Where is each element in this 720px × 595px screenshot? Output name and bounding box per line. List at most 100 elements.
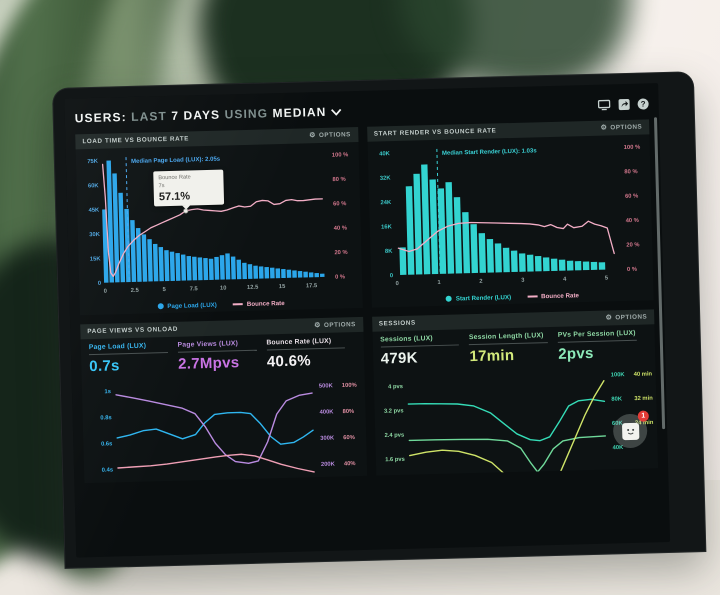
svg-text:1: 1 — [437, 280, 441, 286]
help-icon[interactable]: ? — [637, 98, 648, 109]
svg-text:75K: 75K — [87, 159, 99, 165]
svg-text:4: 4 — [562, 277, 566, 283]
svg-text:40 min: 40 min — [633, 371, 652, 377]
svg-text:200K: 200K — [321, 462, 336, 468]
svg-text:24K: 24K — [380, 200, 392, 206]
legend-label: Start Render (LUX) — [456, 294, 512, 302]
metric-value: 40.6% — [267, 351, 356, 370]
metric-divider — [380, 344, 459, 347]
metric-value: 2pvs — [558, 344, 647, 363]
gear-icon: ⚙ — [314, 322, 321, 329]
chat-smiley-icon — [621, 422, 638, 439]
options-button[interactable]: ⚙ OPTIONS — [309, 131, 351, 139]
svg-text:0: 0 — [389, 273, 392, 279]
svg-text:40K: 40K — [379, 151, 391, 157]
legend-line-icon — [233, 303, 243, 305]
svg-text:400K: 400K — [320, 409, 335, 415]
panel-start-render-vs-bounce-rate: START RENDER VS BOUNCE RATE ⚙ OPTIONS Me… — [367, 119, 654, 307]
svg-text:2: 2 — [479, 279, 482, 285]
metric-label: Sessions (LUX) — [380, 334, 469, 343]
svg-text:40 %: 40 % — [625, 218, 638, 224]
legend-dot-icon — [157, 303, 163, 309]
legend-item[interactable]: Bounce Rate — [527, 292, 579, 300]
svg-text:32K: 32K — [379, 176, 391, 182]
legend-item[interactable]: Page Load (LUX) — [157, 301, 217, 310]
legend-item[interactable]: Start Render (LUX) — [446, 294, 512, 303]
options-label: OPTIONS — [610, 124, 642, 132]
tooltip-value: 57.1% — [159, 190, 219, 204]
svg-text:0: 0 — [395, 281, 398, 287]
share-icon[interactable] — [618, 98, 629, 109]
svg-text:40 %: 40 % — [334, 226, 347, 232]
tooltip-time: 7s — [159, 181, 219, 190]
metric-label: PVs Per Session (LUX) — [558, 330, 647, 339]
svg-text:7.5: 7.5 — [190, 286, 199, 292]
title-range: 7 DAYS — [171, 108, 220, 123]
median-dropdown[interactable]: MEDIAN — [272, 104, 341, 120]
metric-bounce-rate: Bounce Rate (LUX) 40.6% — [266, 337, 356, 370]
svg-text:2.5: 2.5 — [131, 288, 140, 294]
svg-text:0: 0 — [98, 281, 101, 287]
metric-value: 2.7Mpvs — [178, 353, 267, 372]
title-last: LAST — [131, 109, 167, 124]
svg-text:5: 5 — [604, 276, 608, 282]
svg-text:8K: 8K — [384, 249, 392, 255]
panel-title: START RENDER VS BOUNCE RATE — [374, 127, 497, 137]
header-icons: ? — [597, 98, 648, 110]
gear-icon: ⚙ — [309, 132, 316, 139]
title-using: USING — [224, 106, 268, 121]
svg-text:1.6 pvs: 1.6 pvs — [385, 457, 405, 464]
svg-text:12.5: 12.5 — [247, 285, 259, 291]
svg-text:Median Start Render (LUX): 1.0: Median Start Render (LUX): 1.03s — [441, 148, 536, 156]
svg-text:300K: 300K — [320, 435, 335, 441]
start-render-chart: Median Start Render (LUX): 1.03s40K32K24… — [367, 134, 653, 293]
options-button[interactable]: ⚙ OPTIONS — [314, 321, 356, 329]
svg-text:100 %: 100 % — [332, 152, 349, 158]
svg-text:15: 15 — [279, 284, 286, 290]
svg-text:15K: 15K — [90, 256, 102, 262]
options-label: OPTIONS — [319, 131, 351, 139]
metric-label: Session Length (LUX) — [469, 332, 558, 341]
svg-text:80K: 80K — [611, 396, 623, 402]
panel-title: LOAD TIME VS BOUNCE RATE — [82, 135, 189, 145]
svg-text:100 %: 100 % — [623, 145, 640, 151]
metric-value: 479K — [380, 348, 469, 367]
metric-divider — [558, 340, 637, 343]
metric-pvs-per-session: PVs Per Session (LUX) 2pvs — [558, 330, 648, 363]
svg-text:10: 10 — [220, 286, 227, 292]
options-button[interactable]: ⚙ OPTIONS — [601, 124, 643, 132]
svg-text:0 %: 0 % — [335, 274, 345, 280]
options-button[interactable]: ⚙ OPTIONS — [605, 313, 647, 321]
metric-sessions: Sessions (LUX) 479K — [380, 334, 470, 367]
svg-text:1s: 1s — [104, 389, 111, 395]
svg-text:60%: 60% — [343, 435, 355, 441]
legend-label: Bounce Rate — [247, 299, 285, 307]
legend-item[interactable]: Bounce Rate — [233, 299, 285, 307]
svg-text:100%: 100% — [342, 383, 357, 389]
svg-text:60K: 60K — [88, 183, 100, 189]
svg-text:4 pvs: 4 pvs — [388, 384, 403, 390]
svg-text:17.5: 17.5 — [306, 283, 318, 289]
metric-value: 17min — [469, 346, 558, 365]
svg-text:80%: 80% — [343, 409, 355, 415]
svg-text:32 min: 32 min — [634, 396, 653, 402]
display-icon[interactable] — [597, 99, 610, 110]
options-label: OPTIONS — [615, 313, 647, 321]
legend-label: Bounce Rate — [541, 292, 579, 300]
gear-icon: ⚙ — [605, 314, 612, 321]
svg-text:0.6s: 0.6s — [101, 441, 112, 447]
metric-divider — [178, 350, 257, 353]
svg-text:0: 0 — [104, 289, 107, 295]
metric-label: Bounce Rate (LUX) — [266, 337, 355, 346]
options-label: OPTIONS — [324, 321, 356, 329]
svg-text:16K: 16K — [381, 224, 393, 230]
panel-load-time-vs-bounce-rate: LOAD TIME VS BOUNCE RATE ⚙ OPTIONS Media… — [75, 127, 362, 315]
metric-page-load: Page Load (LUX) 0.7s — [89, 342, 179, 375]
metric-page-views: Page Views (LUX) 2.7Mpvs — [178, 339, 268, 372]
page-views-chart: 1s0.8s0.6s0.4s500K400K300K200K100%80%60%… — [82, 370, 367, 483]
svg-text:20 %: 20 % — [334, 250, 347, 256]
panel-title: PAGE VIEWS VS ONLOAD — [87, 326, 178, 335]
